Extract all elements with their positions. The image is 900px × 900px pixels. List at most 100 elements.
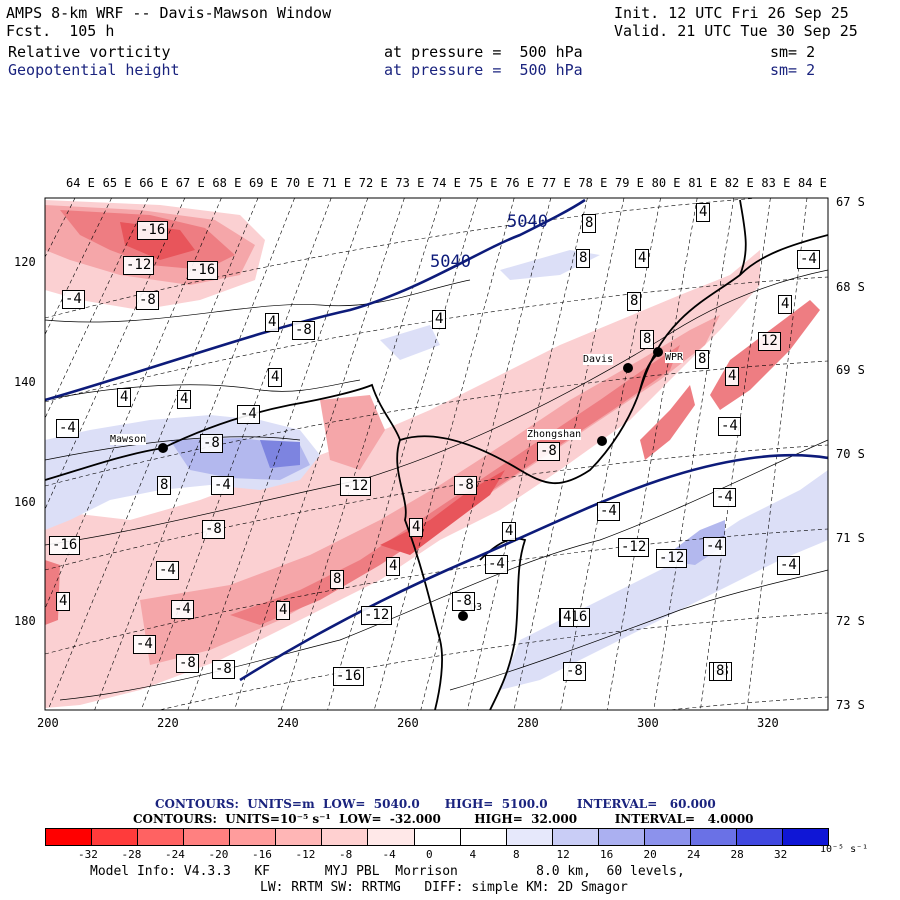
longitude-label: 65 E: [102, 176, 132, 190]
lat-lon-grid: [45, 198, 828, 710]
meridian-line: [467, 198, 588, 710]
vorticity-label: 8: [713, 662, 728, 681]
colorbar-cell: [92, 829, 139, 845]
colorbar-cell: [506, 829, 553, 845]
colorbar-tick-label: 20: [643, 848, 657, 861]
colorbar-cell: [736, 829, 783, 845]
latitude-label: 71 S: [836, 531, 865, 545]
station-label: Mawson: [110, 434, 147, 445]
meridian-line: [513, 198, 625, 710]
meridian-line: [94, 198, 295, 710]
x-tick-label: 200: [37, 716, 59, 730]
vorticity-label: -4: [597, 502, 620, 521]
longitude-label: 80 E: [651, 176, 681, 190]
station-dot-mawson: [158, 443, 168, 453]
vorticity-label: 8: [695, 350, 710, 369]
longitude-label: 75 E: [468, 176, 498, 190]
meridian-line: [280, 198, 442, 710]
vorticity-shading: [45, 200, 828, 708]
meridian-line: [327, 198, 478, 710]
longitude-label: 72 E: [358, 176, 388, 190]
vorticity-label: 4: [265, 313, 280, 332]
colorbar-tick-label: -12: [295, 848, 316, 861]
parallel-line: [45, 198, 762, 319]
longitude-label: 67 E: [175, 176, 205, 190]
latitude-label: 70 S: [836, 447, 865, 461]
longitude-label: 76 E: [505, 176, 535, 190]
colorbar-tick-label: -8: [339, 848, 353, 861]
vorticity-label: 4: [725, 367, 740, 386]
colorbar-cell: [460, 829, 507, 845]
field1-name: Relative vorticity: [8, 43, 171, 61]
longitude-label: 77 E: [541, 176, 571, 190]
latitude-label: 69 S: [836, 363, 865, 377]
longitude-label: 68 E: [212, 176, 242, 190]
colorbar-tick-label: 8: [513, 848, 520, 861]
colorbar-cell: [690, 829, 737, 845]
vorticity-label: 4: [268, 368, 283, 387]
vorticity-label: -4: [777, 556, 800, 575]
vorticity-label: -16: [187, 261, 219, 280]
colorbar-cell: [368, 829, 415, 845]
latitude-label: 73 S: [836, 698, 865, 712]
colorbar-unit: 10⁻⁵ s⁻¹: [820, 844, 869, 855]
vorticity-label: 4: [117, 388, 132, 407]
vorticity-label: -12: [656, 549, 688, 568]
vorticity-label: 4: [778, 295, 793, 314]
longitude-label: 82 E: [724, 176, 754, 190]
colorbar-tick-label: 32: [774, 848, 788, 861]
longitude-label: 69 E: [249, 176, 278, 190]
x-tick-label: 280: [517, 716, 539, 730]
vorticity-label: -8: [200, 434, 223, 453]
vorticity-label: -8: [176, 654, 199, 673]
meridian-line: [373, 198, 515, 710]
vorticity-label: -8: [136, 291, 159, 310]
longitude-label: 66 E: [139, 176, 169, 190]
vorticity-label: -4: [62, 290, 85, 309]
vorticity-label: 8: [627, 292, 642, 311]
height-contour-label: 5040: [507, 212, 548, 232]
vorticity-label: -4: [211, 476, 234, 495]
meridian-line: [140, 198, 332, 710]
x-tick-label: 300: [637, 716, 659, 730]
vorticity-label: 8: [582, 214, 597, 233]
station-dot-d3: [458, 611, 468, 621]
x-tick-label: 240: [277, 716, 299, 730]
parallel-line: [158, 612, 828, 710]
vorticity-label: -8: [202, 520, 225, 539]
colorbar-cell: [644, 829, 691, 845]
colorbar-tick-label: 12: [556, 848, 570, 861]
longitude-label: 83 E: [761, 176, 791, 190]
parallel-line: [45, 276, 828, 403]
x-tick-label: 220: [157, 716, 179, 730]
longitude-label: 74 E: [432, 176, 461, 190]
vorticity-label: 8: [576, 249, 591, 268]
y-tick-label: 140: [14, 375, 36, 389]
vorticity-label: -4: [713, 488, 736, 507]
colorbar: [45, 828, 829, 846]
vorticity-label: -16: [137, 221, 169, 240]
colorbar-tick-label: 16: [600, 848, 614, 861]
meridian-line: [45, 198, 112, 336]
x-tick-label: 260: [397, 716, 419, 730]
meridian-line: [746, 198, 808, 710]
parallel-line: [45, 360, 828, 487]
vorticity-label: -12: [340, 477, 372, 496]
colorbar-tick-label: -28: [121, 848, 142, 861]
latitude-label: 67 S: [836, 195, 865, 209]
latitude-label: 72 S: [836, 614, 865, 628]
vorticity-label: -8: [452, 592, 475, 611]
vorticity-label: 12: [758, 332, 781, 351]
vorticity-label: -4: [56, 419, 79, 438]
colorbar-cell: [783, 829, 829, 845]
field2-name: Geopotential height: [8, 61, 180, 79]
vorticity-label: -4: [133, 635, 156, 654]
longitude-label: 64 E: [66, 176, 95, 190]
colorbar-tick-label: -24: [165, 848, 185, 861]
meridian-line: [653, 198, 735, 710]
vorticity-label: 4: [502, 522, 517, 541]
vorticity-label: 4: [560, 608, 575, 627]
vorticity-label: -8: [537, 442, 560, 461]
